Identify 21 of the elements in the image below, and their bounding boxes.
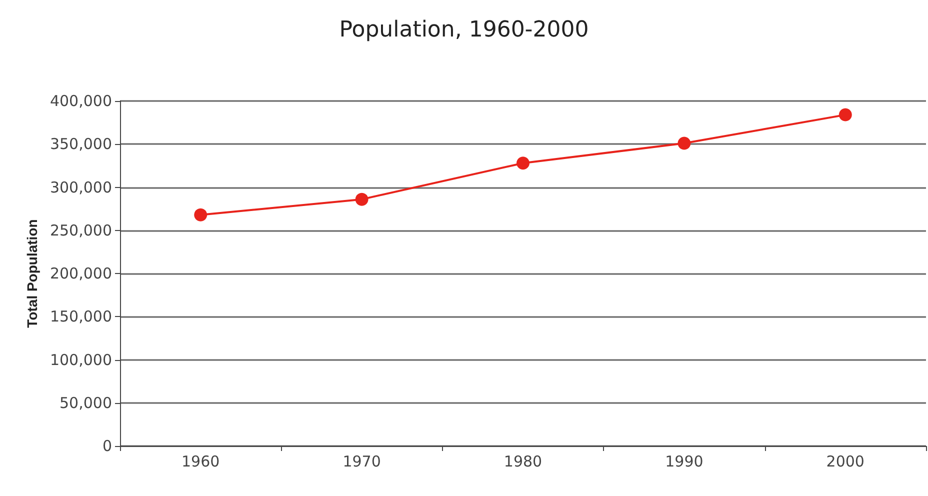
y-tick-label: 150,000	[50, 308, 112, 326]
y-tick-label: 50,000	[60, 394, 112, 412]
y-tick-label: 400,000	[50, 92, 112, 110]
x-tick-label: 1970	[342, 452, 381, 470]
x-tick-label: 2000	[826, 452, 864, 470]
y-tick-label: 100,000	[50, 350, 112, 369]
y-tick-label: 200,000	[50, 264, 112, 282]
y-tick-label: 0	[102, 437, 112, 455]
y-tick-label: 350,000	[50, 135, 112, 154]
chart-title: Population, 1960-2000	[339, 18, 589, 42]
y-tick-label: 250,000	[50, 221, 112, 240]
x-tick-label: 1990	[665, 452, 704, 470]
y-tick-label: 300,000	[50, 178, 112, 196]
point	[678, 136, 691, 150]
x-tick-label: 1960	[182, 452, 220, 470]
point	[516, 156, 530, 170]
y-axis-title: Total Population	[24, 219, 40, 328]
x-tick-label: 1980	[504, 452, 542, 470]
point	[355, 192, 368, 206]
point	[194, 208, 208, 222]
point	[838, 108, 852, 122]
